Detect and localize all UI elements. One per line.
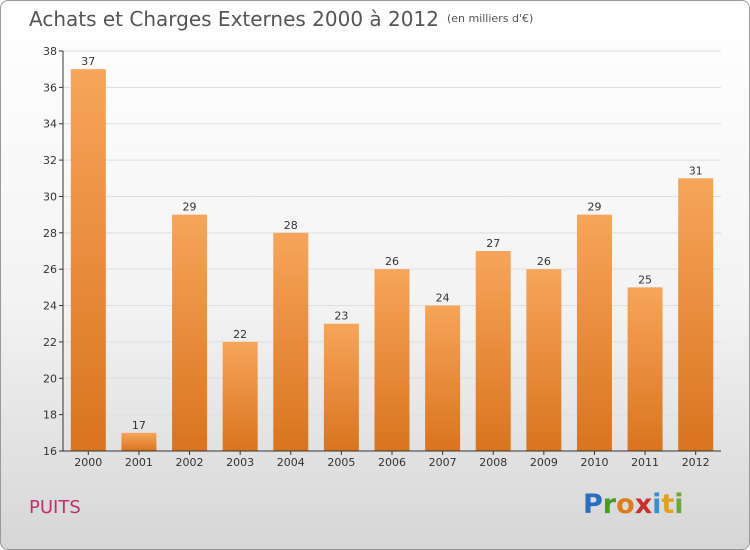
- bar: [172, 214, 208, 451]
- data-label: 29: [587, 201, 601, 214]
- x-tick-label: 2000: [74, 456, 102, 469]
- y-tick-label: 22: [43, 336, 57, 349]
- x-tick-label: 2012: [682, 456, 710, 469]
- x-tick-label: 2006: [378, 456, 406, 469]
- x-tick-label: 2001: [125, 456, 153, 469]
- x-tick-label: 2009: [530, 456, 558, 469]
- y-tick-label: 36: [43, 81, 57, 94]
- data-label: 26: [385, 255, 399, 268]
- logo-letter: P: [583, 489, 603, 520]
- logo-letter: i: [674, 489, 684, 520]
- bar: [273, 232, 309, 451]
- data-label: 28: [284, 219, 298, 232]
- bar: [526, 269, 562, 451]
- bars: 37 17 29 22 28 23 26 24 27 26 29 25 31: [70, 55, 714, 452]
- bar: [374, 269, 410, 451]
- x-tick-label: 2010: [580, 456, 608, 469]
- logo-letter: t: [661, 489, 675, 520]
- chart-title-text: Achats et Charges Externes 2000 à 2012: [29, 7, 439, 31]
- x-tick-label: 2008: [479, 456, 507, 469]
- y-tick-label: 30: [43, 190, 57, 203]
- data-label: 37: [81, 55, 95, 68]
- bar: [475, 251, 511, 451]
- logo-letter: o: [616, 489, 635, 520]
- commune-name: PUITS: [29, 497, 81, 518]
- logo-letter: i: [652, 489, 662, 520]
- chart-title: Achats et Charges Externes 2000 à 2012 (e…: [29, 7, 533, 31]
- x-tick-label: 2002: [176, 456, 204, 469]
- x-tick-label: 2007: [429, 456, 457, 469]
- bar: [222, 341, 258, 451]
- data-label: 23: [334, 310, 348, 323]
- data-label: 26: [537, 255, 551, 268]
- y-tick-label: 20: [43, 372, 57, 385]
- y-tick-label: 18: [43, 409, 57, 422]
- bar: [70, 69, 106, 451]
- bar: [627, 287, 663, 451]
- bar: [576, 214, 612, 451]
- proxiti-logo: Proxiti: [583, 489, 684, 520]
- logo-letter: x: [634, 489, 653, 520]
- data-label: 17: [132, 419, 146, 432]
- bar: [425, 305, 461, 451]
- y-tick-label: 38: [43, 45, 57, 58]
- logo-letter: r: [602, 489, 617, 520]
- bar: [678, 178, 714, 452]
- data-label: 22: [233, 328, 247, 341]
- x-tick-label: 2003: [226, 456, 254, 469]
- bar: [323, 323, 359, 451]
- axes: 16 18 20 22 24 26 28 30 32 34 36 38 2000 2001 2002 2003…: [43, 45, 721, 469]
- y-tick-label: 24: [43, 300, 57, 313]
- y-tick-label: 26: [43, 263, 57, 276]
- x-tick-label: 2011: [631, 456, 659, 469]
- data-label: 27: [486, 237, 500, 250]
- y-tick-label: 16: [43, 445, 57, 458]
- data-label: 29: [183, 201, 197, 214]
- x-tick-label: 2004: [277, 456, 305, 469]
- y-tick-label: 32: [43, 154, 57, 167]
- x-tick-label: 2005: [327, 456, 355, 469]
- y-tick-label: 28: [43, 227, 57, 240]
- data-label: 31: [689, 164, 703, 177]
- y-tick-label: 34: [43, 118, 57, 131]
- data-label: 25: [638, 273, 652, 286]
- data-label: 24: [436, 292, 450, 305]
- bar: [121, 432, 157, 451]
- chart-unit-label: (en milliers d'€): [446, 12, 534, 25]
